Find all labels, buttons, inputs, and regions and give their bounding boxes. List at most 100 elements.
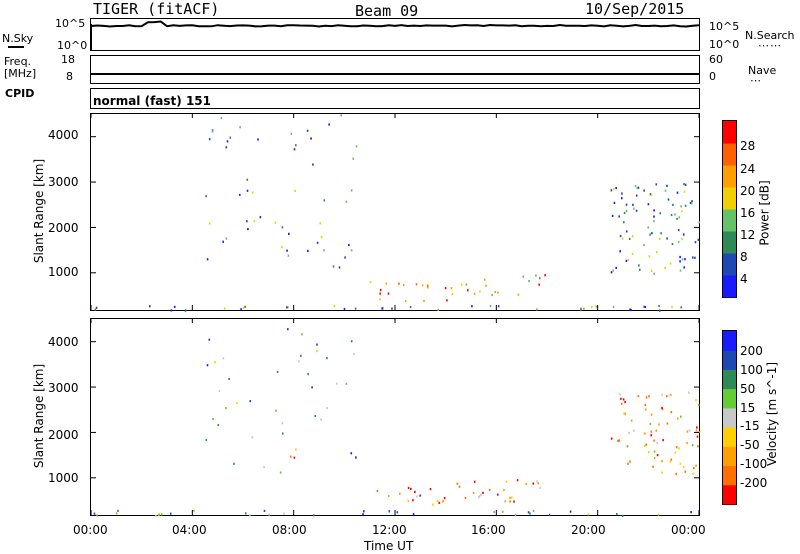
power-cell xyxy=(677,229,680,232)
velocity-cell xyxy=(688,391,690,394)
velocity-cell xyxy=(539,486,541,489)
velocity-cell xyxy=(281,422,284,425)
velocity-colorbar-tick: 100 xyxy=(740,363,763,377)
power-cell xyxy=(345,200,348,203)
power-cell xyxy=(286,306,288,309)
power-cell xyxy=(644,305,647,309)
beam-title: Beam 09 xyxy=(355,2,419,20)
power-cell xyxy=(680,205,682,208)
velocity-cell xyxy=(399,492,401,495)
axis-tick-marks xyxy=(90,114,700,515)
velocity-cell xyxy=(688,429,691,432)
velocity-cell xyxy=(693,467,695,470)
power-cell xyxy=(650,193,653,196)
velocity-cell xyxy=(686,430,689,433)
power-cell xyxy=(253,220,256,223)
velocity-cell xyxy=(456,482,459,485)
power-colorbar-swatch xyxy=(723,165,736,188)
power-cell xyxy=(471,305,473,308)
power-cell xyxy=(208,138,211,141)
velocity-cell xyxy=(569,510,572,513)
power-cell xyxy=(444,287,447,290)
x-tick: 08:00 xyxy=(272,523,307,537)
power-cell xyxy=(251,191,254,194)
velocity-cell xyxy=(618,439,620,442)
power-cell xyxy=(659,309,661,312)
x-tick: 00:00 xyxy=(671,523,706,537)
velocity-cell xyxy=(674,451,677,454)
power-cell xyxy=(681,258,684,261)
velocity-cell xyxy=(407,500,410,503)
velocity-cell xyxy=(414,490,416,493)
velocity-cell xyxy=(696,435,699,438)
power-cell xyxy=(671,306,673,309)
power-colorbar-swatch xyxy=(723,275,736,298)
velocity-cell xyxy=(637,395,640,398)
x-tick: 12:00 xyxy=(372,523,407,537)
power-cell xyxy=(211,130,214,133)
velocity-colorbar-swatch xyxy=(723,465,736,486)
power-cell xyxy=(628,237,631,240)
power-colorbar-tick: 4 xyxy=(740,272,748,286)
velocity-cell xyxy=(661,471,663,474)
velocity-cell xyxy=(504,500,507,503)
power-cell xyxy=(635,209,638,212)
power-cell xyxy=(306,129,309,132)
power-cell xyxy=(681,210,683,213)
velocity-cell xyxy=(442,500,444,503)
velocity-cell xyxy=(628,431,630,434)
velocity-cell xyxy=(620,397,622,400)
velocity-cell xyxy=(669,393,672,397)
power-cell xyxy=(246,178,249,181)
velocity-cell xyxy=(587,513,590,516)
power-cell xyxy=(678,216,681,219)
power-cell xyxy=(666,184,668,187)
power-cell xyxy=(653,272,655,275)
velocity-cell xyxy=(158,513,160,516)
velocity-cell xyxy=(666,422,669,425)
power-cell xyxy=(684,258,686,261)
power-cell xyxy=(528,280,530,283)
power-cell xyxy=(290,132,293,135)
power-cell xyxy=(583,307,585,310)
velocity-cell xyxy=(416,495,418,498)
freq-tick-high: 18 xyxy=(61,53,75,66)
velocity-cell xyxy=(192,509,195,512)
velocity-cell xyxy=(155,515,157,518)
power-cell xyxy=(497,305,500,308)
power-cell xyxy=(536,308,538,311)
velocity-cell xyxy=(472,491,475,495)
velocity-cell xyxy=(160,513,163,516)
nsky-label: N.Sky xyxy=(2,32,34,45)
power-cell xyxy=(288,232,290,235)
power-cell xyxy=(682,233,685,236)
power-cell xyxy=(630,308,632,312)
power-cell xyxy=(697,238,700,241)
power-cell xyxy=(653,215,655,218)
velocity-cell xyxy=(653,450,656,453)
power-cell xyxy=(621,237,624,240)
velocity-cell xyxy=(263,466,265,469)
velocity-cell xyxy=(412,513,415,516)
velocity-cell xyxy=(326,407,328,410)
power-cell xyxy=(385,282,388,285)
velocity-cell xyxy=(505,480,508,483)
power-cell xyxy=(670,213,673,217)
velocity-cell xyxy=(503,488,505,492)
velocity-y-tick: 2000 xyxy=(48,428,79,442)
radar-title: TIGER (fitACF) xyxy=(93,0,220,18)
velocity-cell xyxy=(691,444,694,447)
velocity-cell xyxy=(653,439,655,442)
velocity-cell xyxy=(536,480,538,483)
power-cell xyxy=(343,307,346,311)
velocity-colorbar-swatch xyxy=(723,331,736,351)
power-cell xyxy=(226,140,229,143)
power-colorbar-swatch xyxy=(723,209,736,232)
power-colorbar-swatch xyxy=(723,121,736,144)
nave-tick-low: 0 xyxy=(709,70,716,83)
power-cell xyxy=(149,305,151,308)
velocity-cell xyxy=(698,430,701,434)
velocity-cell xyxy=(610,437,613,440)
power-cell xyxy=(694,256,696,259)
velocity-cell xyxy=(532,509,535,513)
